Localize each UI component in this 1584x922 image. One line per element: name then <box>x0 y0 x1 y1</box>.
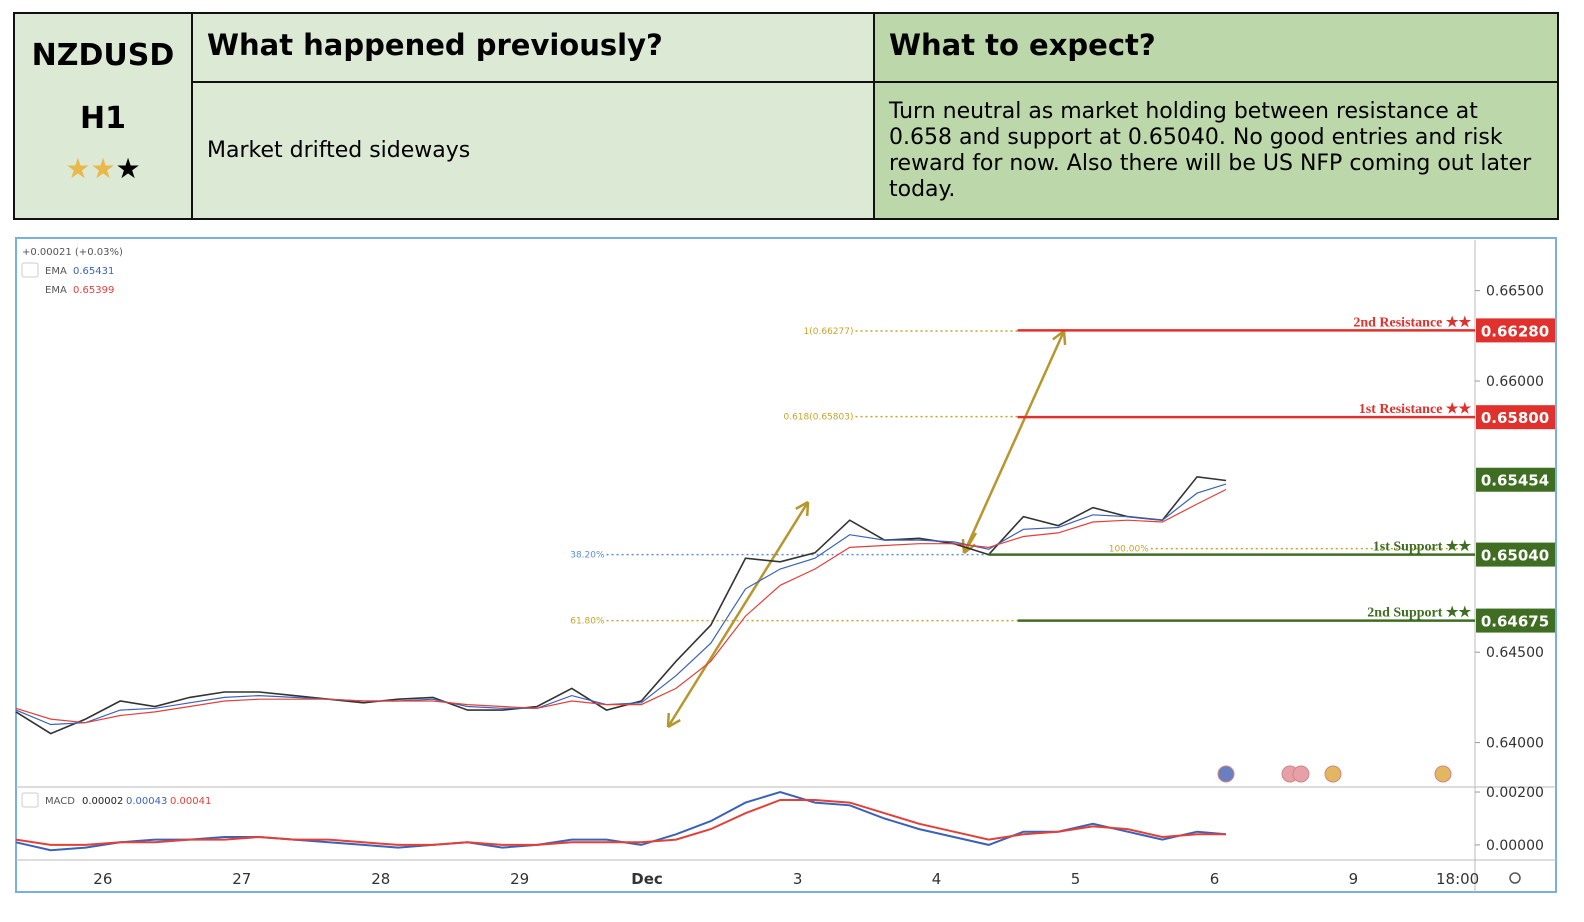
price-tag <box>1476 608 1555 633</box>
series-line <box>15 483 1227 726</box>
rating: ★★★ <box>15 152 191 185</box>
fib-label: 38.20% <box>570 551 605 561</box>
settings-icon[interactable] <box>1509 872 1521 884</box>
change-label: +0.00021 (+0.03%) <box>22 247 123 258</box>
x-tick-label: 3 <box>793 870 803 888</box>
x-tick-label: 6 <box>1210 870 1220 888</box>
legend-value: 0.00041 <box>170 796 211 807</box>
arrow-head <box>805 501 810 517</box>
x-tick-label: 28 <box>371 870 390 888</box>
x-tick-label: 27 <box>232 870 251 888</box>
arrow-head <box>1052 330 1065 341</box>
legend-value: 0.00043 <box>126 796 167 807</box>
level-name: 1st Resistance ★★ <box>1359 401 1472 417</box>
y-tick-label: 0.00200 <box>1486 785 1544 801</box>
arrow-head <box>666 712 671 728</box>
series-line <box>15 799 1226 846</box>
x-tick-label: 4 <box>932 870 942 888</box>
projection-arrow <box>666 501 810 728</box>
projection-arrow <box>962 330 1066 554</box>
legend-value: 0.65399 <box>73 285 114 296</box>
star: ★ <box>115 152 141 185</box>
table-cell: Turn neutral as market holding between r… <box>873 81 1559 220</box>
x-tick-label: 5 <box>1071 870 1081 888</box>
y-tick-label: 0.64500 <box>1486 645 1544 661</box>
y-tick-label: 0.66000 <box>1486 374 1544 390</box>
series-line <box>15 488 1227 724</box>
level-name: 2nd Support ★★ <box>1367 605 1471 621</box>
arrow-head <box>667 719 681 729</box>
x-tick-label: Dec <box>631 870 663 888</box>
x-tick-label: 26 <box>93 870 112 888</box>
legend-name: EMA <box>45 285 67 296</box>
price-tag <box>1476 318 1555 343</box>
price-tag <box>1476 467 1555 492</box>
symbol: NZDUSD <box>31 38 175 73</box>
x-tick-label: 29 <box>510 870 529 888</box>
price-tag-label: 0.66280 <box>1481 322 1549 340</box>
chart-frame <box>15 237 1557 893</box>
price-tag-label: 0.65040 <box>1481 547 1549 565</box>
legend-name: MACD <box>45 796 75 807</box>
price-tag <box>1476 542 1555 567</box>
fib-label: 1(0.66277) <box>804 327 854 337</box>
x-tick-label: 9 <box>1349 870 1359 888</box>
legend-name: EMA <box>45 266 67 277</box>
y-tick-label: 0.00000 <box>1486 838 1544 854</box>
table-cell: Market drifted sideways <box>191 81 875 220</box>
fib-label: 61.80% <box>570 617 605 627</box>
arrow-head <box>1062 330 1067 346</box>
level-name: 1st Support ★★ <box>1373 539 1472 555</box>
legend-value: 0.65431 <box>73 266 114 277</box>
x-tick-label: 18:00 <box>1436 870 1479 888</box>
projection-arrow <box>962 532 978 554</box>
symbol-cell: NZDUSD H1 ★★★ <box>13 12 193 220</box>
level-name: 2nd Resistance ★★ <box>1353 314 1471 330</box>
legend-value: 0.00002 <box>82 796 123 807</box>
series-line <box>15 475 1227 735</box>
star: ★ <box>65 152 91 185</box>
price-tag-label: 0.65454 <box>1481 472 1549 490</box>
price-tag <box>1476 405 1555 430</box>
collapse-button[interactable] <box>21 262 39 278</box>
collapse-button[interactable] <box>21 792 39 808</box>
y-tick-label: 0.64000 <box>1486 736 1544 752</box>
price-tag-label: 0.65800 <box>1481 409 1549 427</box>
fib-label: 0.618(0.65803) <box>783 413 853 423</box>
star: ★ <box>90 152 116 185</box>
price-tag-label: 0.64675 <box>1481 613 1549 631</box>
fib-label: 100.00% <box>1109 545 1149 555</box>
arrow-head <box>795 500 809 510</box>
event-icons <box>1217 765 1452 783</box>
y-tick-label: 0.66500 <box>1486 284 1544 300</box>
timeframe: H1 <box>80 101 126 136</box>
